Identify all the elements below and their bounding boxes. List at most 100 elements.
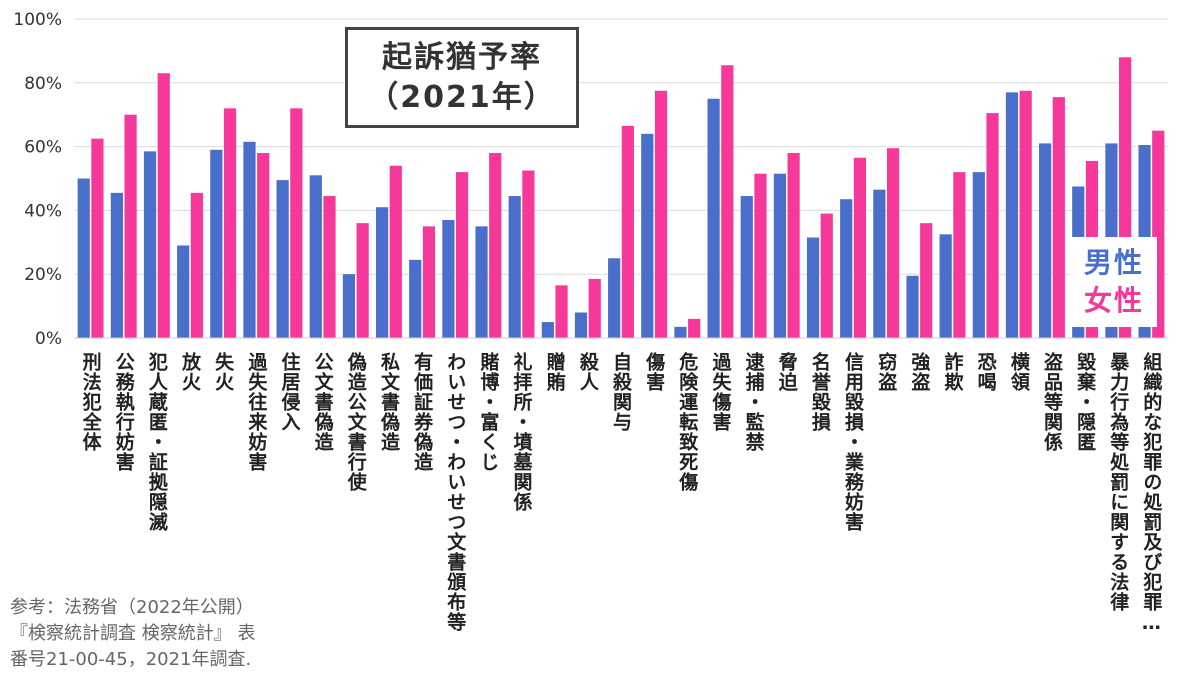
bar-female bbox=[853, 157, 867, 338]
x-tick-label: わいせつ・わいせつ文書頒布等 bbox=[444, 352, 467, 632]
bar-male bbox=[806, 237, 820, 338]
x-tick-label: 強盗 bbox=[908, 352, 931, 392]
bar-female bbox=[190, 192, 203, 338]
x-tick-label: 脅迫 bbox=[775, 352, 798, 392]
legend-entry-female: 女性 bbox=[1083, 284, 1144, 317]
x-tick-label: 犯人蔵匿・証拠隠滅 bbox=[145, 352, 168, 532]
bar-female bbox=[953, 172, 966, 338]
bar-female bbox=[555, 285, 568, 338]
x-tick-label: 窃盗 bbox=[875, 352, 898, 392]
bar-female bbox=[124, 114, 137, 338]
x-tick-label: 偽造公文書行使 bbox=[344, 352, 367, 492]
bars bbox=[77, 57, 1165, 339]
bar-female bbox=[920, 223, 933, 338]
bar-male bbox=[1005, 92, 1019, 339]
bar-male bbox=[541, 322, 554, 338]
x-tick-label: 自殺関与 bbox=[610, 352, 632, 432]
x-tick-label: 暴力行為等処罰に関する法律 bbox=[1107, 352, 1130, 612]
bar-male bbox=[1039, 143, 1052, 338]
x-tick-label: 組織的な犯罪の処罰及び犯罪… bbox=[1140, 352, 1163, 635]
bar-male bbox=[508, 196, 521, 338]
source-line-2: 『検察統計調査 検察統計』 表 bbox=[10, 623, 256, 644]
x-tick-label: 詐欺 bbox=[941, 352, 964, 392]
x-tick-label: 名誉毀損 bbox=[808, 352, 831, 432]
legend-entry-male: 男性 bbox=[1083, 246, 1144, 279]
x-tick-label: 信用毀損・業務妨害 bbox=[842, 352, 865, 532]
bar-female bbox=[754, 173, 767, 338]
bar-male bbox=[276, 180, 289, 338]
bar-female bbox=[1052, 97, 1065, 338]
x-tick-label: 刑法犯全体 bbox=[79, 352, 102, 452]
bar-female bbox=[721, 65, 734, 338]
bar-female bbox=[489, 152, 502, 338]
x-tick-label: 危険運転致死傷 bbox=[676, 352, 699, 492]
bar-male bbox=[442, 219, 455, 338]
bar-female bbox=[1019, 90, 1032, 339]
x-tick-label: 住居侵入 bbox=[278, 352, 301, 432]
y-tick-label: 60% bbox=[24, 138, 62, 158]
source-note: 参考：法務省（2022年公開） 『検察統計調査 検察統計』 表 番号21-00-… bbox=[10, 595, 255, 673]
y-tick-label: 0% bbox=[35, 329, 62, 349]
x-tick-label: 礼拝所・墳墓関係 bbox=[510, 352, 533, 512]
bar-male bbox=[574, 312, 588, 338]
bar-female bbox=[389, 165, 402, 338]
x-tick-label: 賭博・富くじ bbox=[477, 352, 500, 472]
bar-female bbox=[688, 318, 701, 338]
bar-male bbox=[608, 258, 621, 338]
bar-female bbox=[157, 73, 170, 338]
source-line-3: 番号21-00-45，2021年調査. bbox=[10, 649, 252, 670]
x-tick-label: 毀棄・隠匿 bbox=[1074, 352, 1097, 452]
bar-female bbox=[820, 213, 833, 338]
y-axis-tick-labels: 0% 20% 40% 60% 80% 100% bbox=[13, 10, 62, 349]
bar-male bbox=[674, 326, 687, 338]
y-tick-label: 100% bbox=[13, 10, 62, 30]
x-tick-label: 失火 bbox=[212, 352, 235, 392]
bar-male bbox=[243, 141, 256, 338]
bar-female bbox=[621, 125, 634, 339]
chart-title-line-2: （2021年） bbox=[368, 79, 556, 115]
bar-male bbox=[210, 149, 223, 338]
y-tick-label: 80% bbox=[24, 74, 62, 94]
bar-male bbox=[143, 151, 157, 338]
bar-female bbox=[522, 170, 535, 338]
bar-male bbox=[409, 259, 422, 338]
bar-male bbox=[740, 196, 753, 338]
bar-female bbox=[223, 108, 237, 338]
x-tick-label: 横領 bbox=[1007, 352, 1030, 392]
x-tick-label: 贈賄 bbox=[543, 352, 566, 392]
x-tick-label: 傷害 bbox=[643, 352, 666, 392]
bar-female bbox=[356, 223, 369, 338]
bar-female bbox=[455, 172, 469, 338]
x-tick-label: 恐喝 bbox=[974, 352, 997, 392]
gridlines bbox=[74, 18, 1168, 275]
bar-female bbox=[323, 196, 336, 338]
bar-female bbox=[422, 226, 436, 338]
x-tick-label: 過失傷害 bbox=[709, 352, 732, 432]
bar-female bbox=[588, 278, 601, 338]
bar-female bbox=[290, 108, 303, 338]
bar-male bbox=[939, 234, 952, 338]
x-tick-label: 逮捕・監禁 bbox=[742, 352, 765, 452]
x-tick-label: 放火 bbox=[179, 352, 202, 392]
x-tick-label: 殺人 bbox=[576, 352, 599, 392]
bar-male bbox=[110, 192, 123, 338]
chart-title-box: 起訴猶予率 （2021年） bbox=[345, 27, 579, 128]
bar-male bbox=[77, 178, 90, 338]
bar-male bbox=[707, 98, 720, 338]
source-line-1: 参考：法務省（2022年公開） bbox=[10, 597, 254, 618]
x-tick-label: 公文書偽造 bbox=[311, 352, 334, 452]
legend: 男性 女性 bbox=[1071, 237, 1157, 327]
bar-male bbox=[773, 173, 787, 338]
bar-female bbox=[257, 152, 270, 338]
x-tick-label: 私文書偽造 bbox=[377, 352, 400, 452]
bar-male bbox=[375, 207, 389, 338]
bar-male bbox=[475, 226, 488, 338]
bar-male bbox=[342, 274, 356, 338]
x-tick-label: 過失往来妨害 bbox=[245, 352, 268, 472]
x-tick-label: 公務執行妨害 bbox=[112, 352, 135, 472]
y-tick-label: 40% bbox=[24, 201, 62, 221]
bar-male bbox=[972, 172, 985, 338]
bar-female bbox=[654, 90, 668, 339]
bar-male bbox=[906, 275, 919, 338]
bar-male bbox=[309, 175, 322, 338]
